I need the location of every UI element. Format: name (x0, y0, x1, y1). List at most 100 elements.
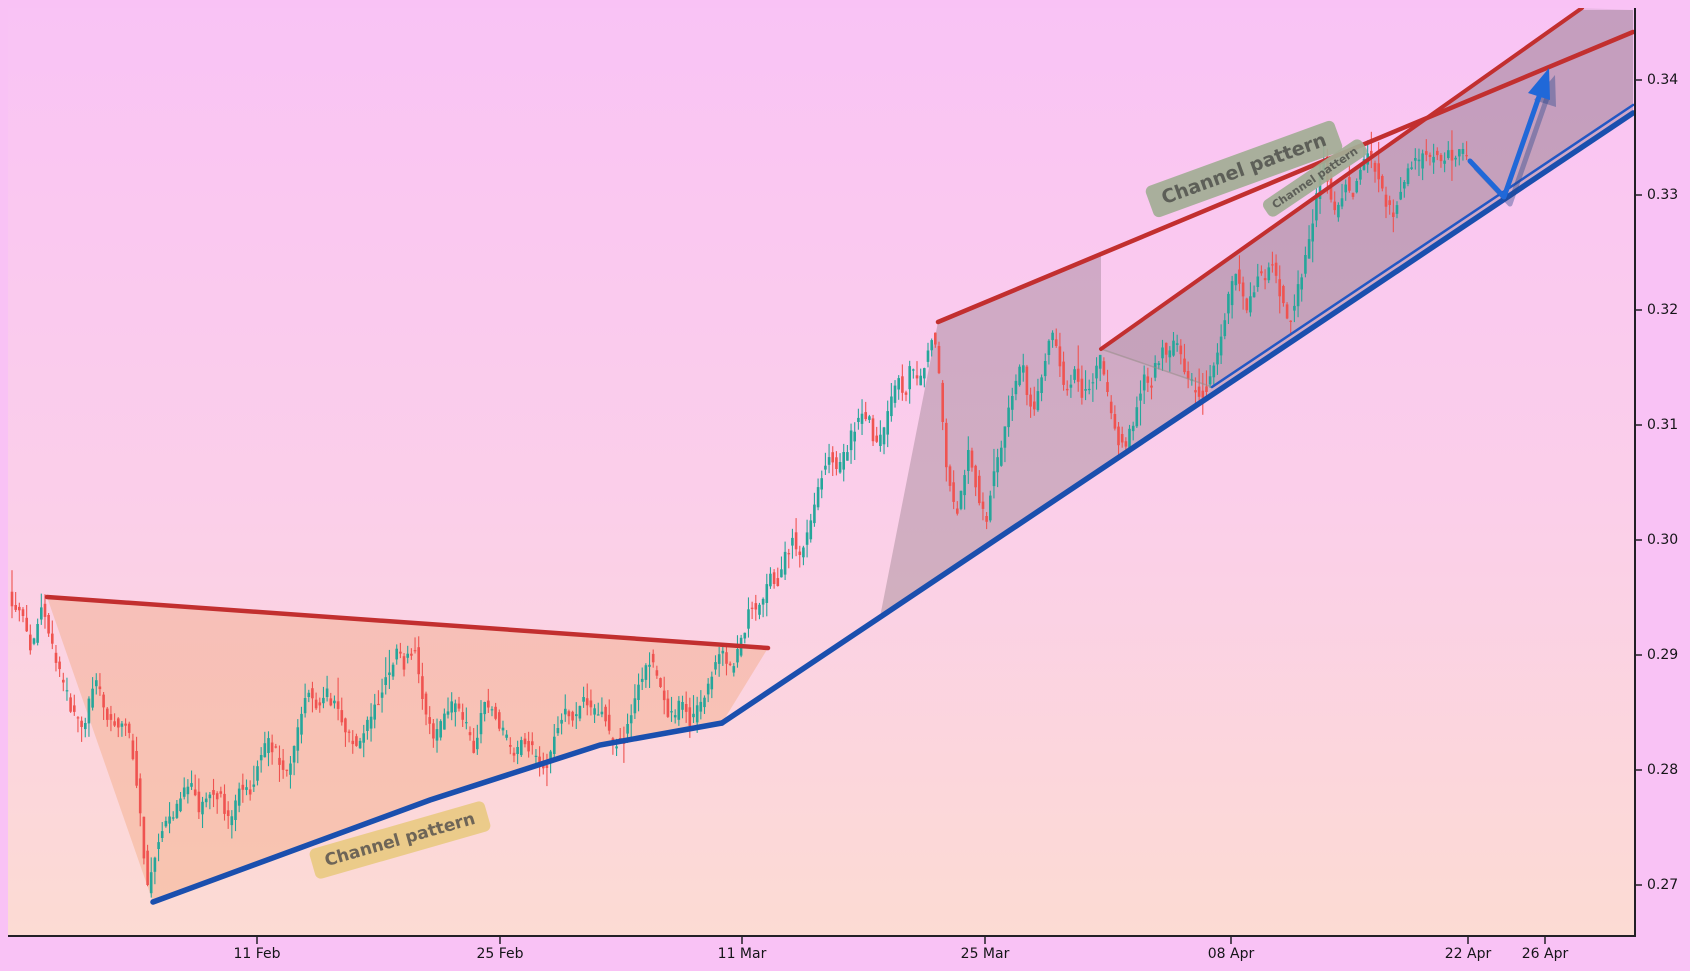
candle[interactable] (1311, 209, 1314, 263)
candle[interactable] (604, 704, 607, 727)
candle[interactable] (95, 673, 98, 695)
candle[interactable] (256, 760, 259, 786)
candle[interactable] (1425, 139, 1428, 162)
candle[interactable] (336, 677, 340, 721)
candle[interactable] (677, 696, 681, 726)
candle[interactable] (21, 607, 25, 623)
candle[interactable] (1062, 351, 1065, 391)
candle[interactable] (1333, 191, 1336, 215)
candle[interactable] (875, 426, 878, 443)
candle[interactable] (428, 706, 431, 735)
candle[interactable] (131, 733, 135, 761)
candle[interactable] (816, 478, 820, 511)
candle[interactable] (1142, 365, 1146, 405)
candle[interactable] (410, 648, 413, 660)
candle[interactable] (1208, 365, 1212, 388)
candle[interactable] (864, 401, 867, 422)
candle[interactable] (662, 676, 666, 715)
candle[interactable] (783, 541, 787, 580)
candle[interactable] (1036, 378, 1040, 412)
candle[interactable] (838, 453, 842, 474)
candle[interactable] (270, 734, 274, 765)
candle[interactable] (1461, 142, 1465, 161)
candle[interactable] (1355, 178, 1358, 194)
candle[interactable] (1403, 180, 1406, 198)
candle[interactable] (1076, 345, 1080, 392)
candle[interactable] (531, 732, 534, 755)
candle[interactable] (69, 693, 72, 713)
candle[interactable] (659, 677, 662, 689)
candle[interactable] (1186, 361, 1190, 389)
candle[interactable] (1040, 374, 1043, 402)
candle[interactable] (538, 746, 541, 777)
candle[interactable] (1054, 328, 1058, 348)
candle[interactable] (1179, 339, 1183, 365)
candle[interactable] (904, 390, 908, 402)
candle[interactable] (289, 756, 292, 789)
candle[interactable] (596, 702, 600, 716)
candle[interactable] (263, 731, 267, 758)
candle[interactable] (827, 443, 831, 474)
candle[interactable] (454, 699, 457, 727)
candle[interactable] (417, 636, 420, 684)
candle[interactable] (1238, 255, 1241, 292)
candle[interactable] (1120, 426, 1124, 448)
candle[interactable] (406, 645, 409, 664)
candle[interactable] (1000, 440, 1003, 467)
candle[interactable] (1282, 284, 1285, 307)
candle[interactable] (1205, 370, 1208, 398)
candle[interactable] (1098, 354, 1102, 382)
candle[interactable] (1007, 395, 1010, 437)
candle[interactable] (18, 602, 21, 622)
candle[interactable] (1164, 342, 1168, 363)
candle[interactable] (1465, 141, 1468, 161)
candle[interactable] (1271, 251, 1274, 273)
candle[interactable] (1216, 343, 1219, 375)
candle[interactable] (721, 646, 725, 666)
candle[interactable] (369, 703, 373, 742)
candle[interactable] (248, 780, 252, 801)
candle[interactable] (1285, 302, 1289, 320)
candle[interactable] (29, 624, 32, 655)
candle[interactable] (776, 567, 780, 587)
candle[interactable] (908, 360, 911, 404)
candle[interactable] (1161, 339, 1164, 371)
candle[interactable] (1373, 160, 1377, 183)
candle[interactable] (1428, 152, 1432, 166)
candle[interactable] (237, 782, 241, 813)
candle[interactable] (201, 796, 204, 828)
candle[interactable] (747, 597, 750, 638)
candle[interactable] (1454, 155, 1457, 167)
candle[interactable] (970, 447, 974, 472)
candle[interactable] (553, 724, 556, 759)
candle[interactable] (32, 637, 36, 646)
candle[interactable] (893, 380, 897, 408)
candle[interactable] (772, 569, 776, 589)
candle[interactable] (1307, 225, 1311, 259)
candle[interactable] (421, 662, 424, 710)
candle[interactable] (175, 800, 179, 819)
candle[interactable] (465, 707, 468, 730)
candle[interactable] (948, 464, 952, 492)
candle[interactable] (498, 709, 501, 732)
candle[interactable] (1421, 149, 1424, 181)
candle[interactable] (62, 672, 65, 692)
candle[interactable] (860, 399, 864, 435)
candle[interactable] (985, 512, 988, 530)
candle[interactable] (1172, 332, 1175, 357)
candle[interactable] (1058, 332, 1062, 377)
candle[interactable] (43, 594, 47, 629)
candle[interactable] (1417, 148, 1421, 176)
candle[interactable] (318, 697, 322, 713)
candle[interactable] (1249, 282, 1252, 317)
forecast-arrow[interactable] (1467, 68, 1550, 200)
candle[interactable] (252, 765, 256, 792)
candle[interactable] (651, 649, 655, 668)
candle[interactable] (193, 774, 197, 797)
candle[interactable] (1168, 346, 1172, 372)
candle[interactable] (366, 716, 369, 740)
candle[interactable] (91, 677, 94, 711)
candle[interactable] (1051, 330, 1054, 348)
candle[interactable] (14, 592, 17, 612)
candle[interactable] (589, 689, 593, 716)
